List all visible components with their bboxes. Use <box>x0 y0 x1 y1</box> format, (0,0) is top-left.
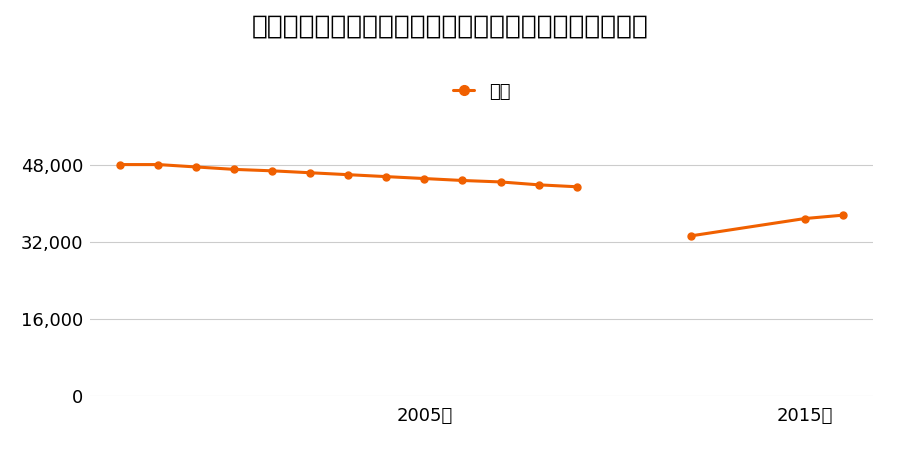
価格 <box>419 176 430 181</box>
価格 <box>343 172 354 177</box>
価格 <box>229 166 239 172</box>
価格 <box>381 174 392 179</box>
価格 <box>495 179 506 184</box>
価格 <box>115 162 126 167</box>
価格 <box>305 170 316 176</box>
Text: 福島県いわき市小名浜岡小名字台ノ下９番２の地価推移: 福島県いわき市小名浜岡小名字台ノ下９番２の地価推移 <box>252 14 648 40</box>
Line: 価格: 価格 <box>117 161 580 190</box>
価格 <box>533 182 544 188</box>
価格 <box>153 162 164 167</box>
価格 <box>267 168 278 174</box>
価格 <box>572 184 582 189</box>
価格 <box>191 164 202 170</box>
Legend: 価格: 価格 <box>446 76 518 108</box>
価格 <box>457 178 468 183</box>
